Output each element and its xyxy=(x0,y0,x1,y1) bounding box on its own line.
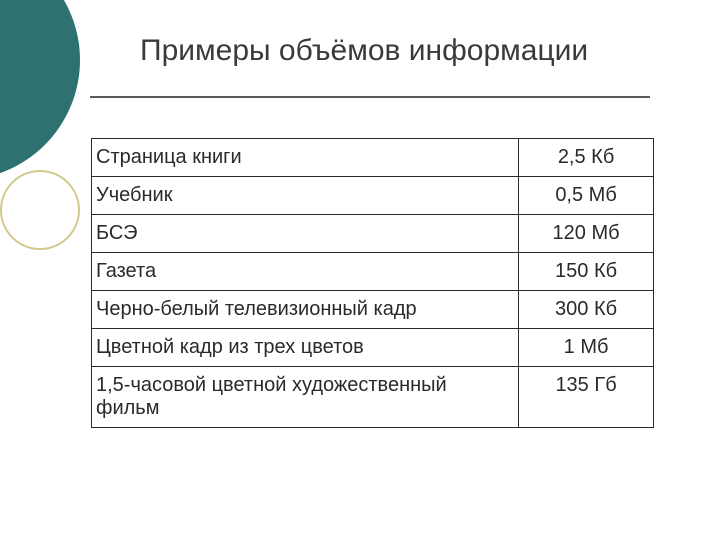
table-row: Страница книги 2,5 Кб xyxy=(92,139,654,177)
row-value: 300 Кб xyxy=(519,291,654,329)
table-row: Учебник 0,5 Мб xyxy=(92,177,654,215)
info-table-wrap: Страница книги 2,5 Кб Учебник 0,5 Мб БСЭ… xyxy=(91,138,654,428)
table-row: Цветной кадр из трех цветов 1 Мб xyxy=(92,329,654,367)
decor-circle-outline xyxy=(0,170,80,250)
row-label: 1,5-часовой цветной художественный фильм xyxy=(92,367,519,428)
row-label: Газета xyxy=(92,253,519,291)
row-value: 120 Мб xyxy=(519,215,654,253)
row-label: Страница книги xyxy=(92,139,519,177)
info-table: Страница книги 2,5 Кб Учебник 0,5 Мб БСЭ… xyxy=(91,138,654,428)
row-label: Учебник xyxy=(92,177,519,215)
table-row: БСЭ 120 Мб xyxy=(92,215,654,253)
row-value: 135 Гб xyxy=(519,367,654,428)
row-label: БСЭ xyxy=(92,215,519,253)
row-value: 0,5 Мб xyxy=(519,177,654,215)
row-label: Черно-белый телевизионный кадр xyxy=(92,291,519,329)
row-label: Цветной кадр из трех цветов xyxy=(92,329,519,367)
row-value: 150 Кб xyxy=(519,253,654,291)
page-title: Примеры объёмов информации xyxy=(140,34,588,68)
row-value: 1 Мб xyxy=(519,329,654,367)
table-row: Газета 150 Кб xyxy=(92,253,654,291)
title-underline xyxy=(90,96,650,98)
decor-circle-large xyxy=(0,0,80,180)
row-value: 2,5 Кб xyxy=(519,139,654,177)
table-row: Черно-белый телевизионный кадр 300 Кб xyxy=(92,291,654,329)
table-row: 1,5-часовой цветной художественный фильм… xyxy=(92,367,654,428)
